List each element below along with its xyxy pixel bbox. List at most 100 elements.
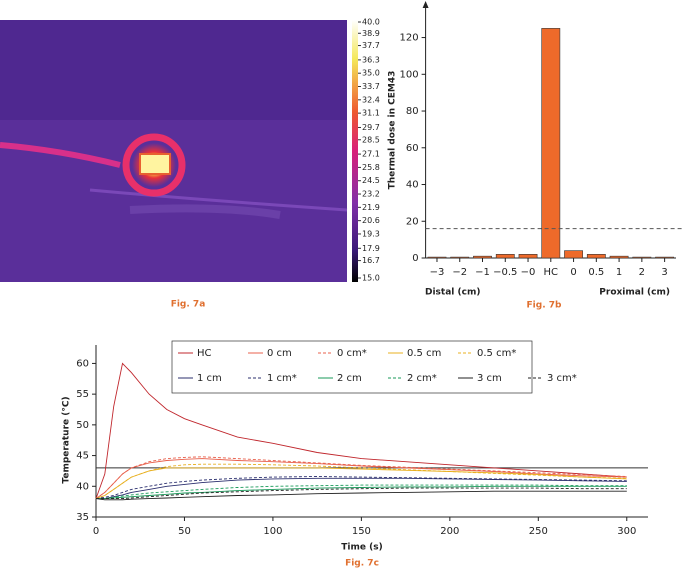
colorbar-label: 19.3 <box>362 229 380 238</box>
x-label-right: Proximal (cm) <box>599 288 670 298</box>
x-tick-label: 2 <box>639 267 645 278</box>
colorbar-label: 29.7 <box>362 123 380 132</box>
y-tick-label: 60 <box>76 358 89 369</box>
colorbar-label: 35.0 <box>362 69 380 78</box>
bar <box>541 28 561 259</box>
bar <box>586 254 606 259</box>
colorbar-label: 27.1 <box>362 150 380 159</box>
colorbar-label: 37.7 <box>362 41 380 50</box>
colorbar-label: 21.9 <box>362 203 380 212</box>
x-tick-label: −1 <box>475 267 490 278</box>
colorbar-label: 15.0 <box>362 274 380 283</box>
x-tick-label: −3 <box>430 267 445 278</box>
x-tick-label: 0 <box>93 526 99 537</box>
bar <box>518 254 538 259</box>
y-tick-label: 35 <box>76 512 89 523</box>
y-tick-label: 45 <box>76 451 89 462</box>
legend-label: 0.5 cm* <box>477 348 516 359</box>
x-tick-label: 200 <box>440 526 459 537</box>
colorbar-label: 16.7 <box>362 256 380 265</box>
series-line <box>95 456 627 499</box>
series-line <box>95 476 627 500</box>
y-tick-label: 55 <box>76 389 89 400</box>
colorbar-label: 24.5 <box>362 176 380 185</box>
cable <box>0 142 121 168</box>
y-tick-label: 40 <box>76 481 89 492</box>
x-axis-label: Time (s) <box>341 543 382 553</box>
bar <box>473 255 492 259</box>
x-tick-label: 3 <box>661 267 667 278</box>
y-axis-label: Thermal dose in CEM43 <box>388 71 398 190</box>
x-tick-label: −0 <box>521 267 536 278</box>
x-label-left: Distal (cm) <box>425 288 480 298</box>
y-tick-label: 60 <box>406 143 419 154</box>
x-tick-label: 1 <box>616 267 622 278</box>
colorbar-label: 36.3 <box>362 55 380 64</box>
x-tick-label: 250 <box>529 526 548 537</box>
colorbar-label: 38.9 <box>362 29 380 38</box>
x-tick-label: 0 <box>570 267 576 278</box>
series-line <box>95 490 627 501</box>
x-tick-label: 50 <box>178 526 191 537</box>
legend-label: HC <box>197 348 212 359</box>
series-line <box>96 484 627 500</box>
x-tick-label: 300 <box>617 526 636 537</box>
colorbar-label: 17.9 <box>362 244 380 253</box>
legend-label: 3 cm* <box>547 373 577 384</box>
legend-label: 3 cm <box>477 373 502 384</box>
bar <box>495 254 515 259</box>
colorbar-label: 28.5 <box>362 135 380 144</box>
caption: Fig. 7b <box>527 301 562 311</box>
y-tick-label: 40 <box>406 180 419 191</box>
x-tick-label: 150 <box>352 526 371 537</box>
bar <box>609 255 629 259</box>
series-line <box>95 463 627 500</box>
colorbar-label: 25.8 <box>362 163 380 172</box>
x-tick-label: −2 <box>452 267 467 278</box>
image-shade <box>0 20 347 120</box>
bar <box>564 250 583 259</box>
thermal-image <box>0 20 358 282</box>
y-axis-label: Temperature (°C) <box>62 396 72 483</box>
colorbar-label: 20.6 <box>362 216 380 225</box>
bar <box>632 256 652 259</box>
x-tick-label: 0.5 <box>588 267 604 278</box>
colorbar-label: 31.1 <box>362 109 380 118</box>
bar <box>655 256 675 259</box>
bar <box>427 256 447 259</box>
x-tick-label: 100 <box>263 526 282 537</box>
y-tick-label: 100 <box>400 69 419 80</box>
shadow <box>129 204 281 219</box>
y-tick-label: 80 <box>406 106 419 117</box>
series-line <box>96 487 627 500</box>
legend-label: 2 cm <box>337 373 362 384</box>
colorbar <box>352 20 358 282</box>
colorbar-label: 23.2 <box>362 190 380 199</box>
ring <box>122 133 186 197</box>
legend-label: 1 cm* <box>267 373 297 384</box>
caption: Fig. 7a <box>171 300 206 310</box>
legend-label: 0.5 cm <box>407 348 441 359</box>
edge <box>89 188 348 212</box>
caption: Fig. 7c <box>345 559 379 569</box>
y-tick-label: 20 <box>406 216 419 227</box>
legend-box <box>171 340 533 394</box>
legend-label: 0 cm <box>267 348 292 359</box>
colorbar-label: 40.0 <box>362 18 380 27</box>
series-line <box>96 485 627 500</box>
series-line <box>95 362 627 499</box>
colorbar-label: 33.7 <box>362 82 380 91</box>
legend-label: 0 cm* <box>337 348 367 359</box>
y-tick-label: 120 <box>400 33 419 44</box>
heater <box>139 153 171 175</box>
axis-arrow <box>422 1 429 8</box>
colorbar-label: 32.4 <box>362 95 380 104</box>
x-tick-label: −0.5 <box>493 267 517 278</box>
y-tick-label: 0 <box>412 253 418 264</box>
legend-label: 1 cm <box>197 373 222 384</box>
series-line <box>96 477 627 500</box>
legend-label: 2 cm* <box>407 373 437 384</box>
y-tick-label: 50 <box>76 420 89 431</box>
x-tick-label: HC <box>544 267 559 278</box>
